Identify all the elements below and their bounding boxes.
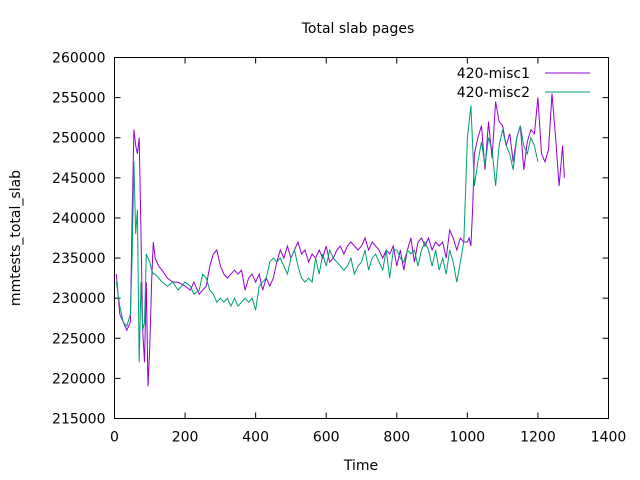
x-tick-label: 1400 xyxy=(591,430,627,446)
chart-title: Total slab pages xyxy=(301,21,415,37)
plot-frame xyxy=(114,57,609,419)
series-line-420-misc1 xyxy=(115,93,565,387)
y-tick-label: 215000 xyxy=(52,412,105,428)
x-axis-label: Time xyxy=(343,458,378,474)
series-line-420-misc2 xyxy=(115,105,539,363)
x-tick-label: 1000 xyxy=(450,430,486,446)
y-axis: 215000 220000 225000 230000 235000 240000 2450… xyxy=(52,51,609,428)
y-tick-label: 220000 xyxy=(52,371,105,387)
legend: 420-misc1 420-misc2 xyxy=(457,66,590,101)
x-axis: 0 200 400 600 800 1000 1200 1400 xyxy=(110,57,627,446)
legend-label: 420-misc1 xyxy=(457,66,530,82)
x-tick-label: 1200 xyxy=(520,430,556,446)
x-tick-label: 0 xyxy=(110,430,119,446)
y-tick-label: 230000 xyxy=(52,291,105,307)
y-tick-label: 260000 xyxy=(52,51,105,67)
y-tick-label: 255000 xyxy=(52,91,105,107)
series-lines xyxy=(115,93,565,387)
x-tick-label: 600 xyxy=(313,430,340,446)
y-tick-label: 245000 xyxy=(52,171,105,187)
legend-label: 420-misc2 xyxy=(457,85,530,101)
y-tick-label: 250000 xyxy=(52,131,105,147)
y-axis-label: mmtests_total_slab xyxy=(8,170,24,306)
x-tick-label: 800 xyxy=(383,430,410,446)
y-tick-label: 225000 xyxy=(52,331,105,347)
y-tick-label: 235000 xyxy=(52,251,105,267)
x-tick-label: 200 xyxy=(172,430,199,446)
y-tick-label: 240000 xyxy=(52,211,105,227)
x-tick-label: 400 xyxy=(242,430,269,446)
